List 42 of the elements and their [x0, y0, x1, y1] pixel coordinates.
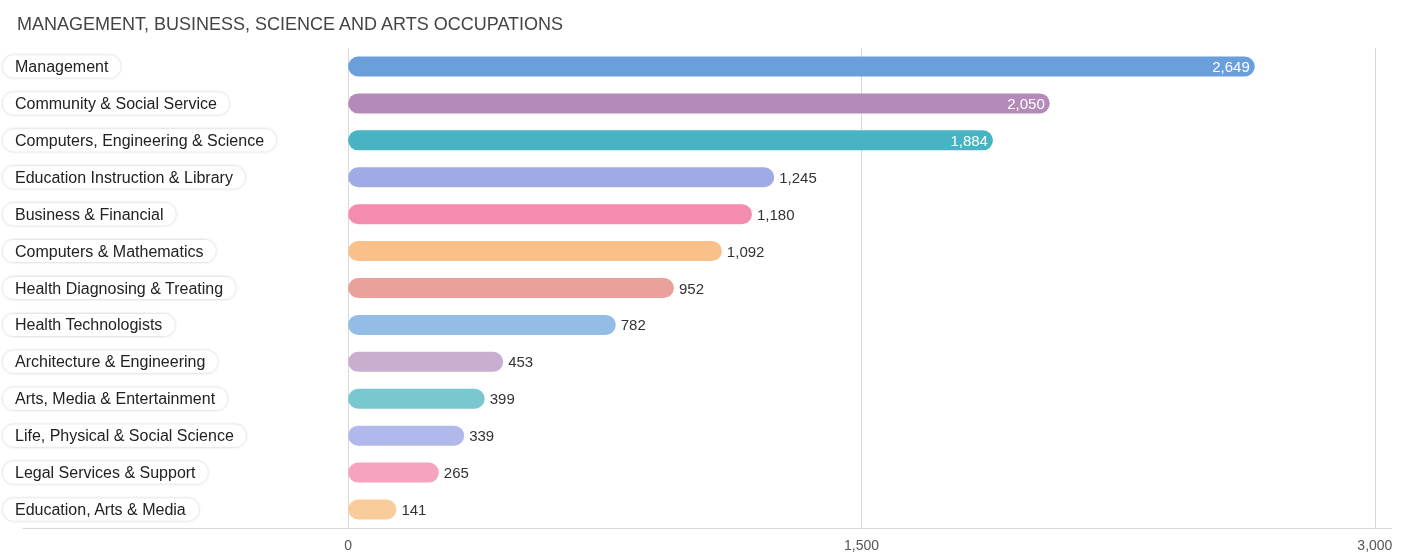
bar [348, 278, 674, 298]
x-tick-label: 0 [344, 537, 353, 553]
data-label: 1,884 [950, 131, 988, 149]
y-tick-label: Computers & Mathematics [15, 242, 204, 260]
x-tick-label: 1,500 [843, 537, 880, 553]
bar [348, 56, 1255, 77]
y-tick-label: Computers, Engineering & Science [15, 131, 265, 149]
data-label: 339 [469, 427, 495, 445]
y-tick-label: Health Technologists [15, 316, 163, 334]
y-tick-label: Legal Services & Support [15, 464, 197, 482]
y-tick-label: Education Instruction & Library [15, 168, 233, 186]
bar [348, 425, 465, 446]
y-tick-label: Architecture & Engineering [15, 353, 206, 371]
bar [348, 314, 616, 335]
x-tick-label: 3,000 [1357, 537, 1393, 553]
data-label: 1,245 [779, 168, 817, 186]
bar [348, 351, 504, 372]
data-label: 2,649 [1212, 57, 1250, 75]
y-tick-label: Management [15, 57, 109, 75]
bar [348, 93, 1050, 114]
y-tick-label: Community & Social Service [15, 94, 217, 112]
chart-title: MANAGEMENT, BUSINESS, SCIENCE AND ARTS OCCUPATIONS [17, 14, 564, 34]
y-tick-label: Arts, Media & Entertainment [15, 390, 216, 408]
data-label: 265 [443, 464, 469, 482]
data-label: 1,092 [726, 242, 765, 260]
y-tick-label: Business & Financial [15, 205, 164, 223]
y-tick-label: Education, Arts & Media [15, 501, 186, 519]
data-label: 141 [401, 501, 427, 519]
bar [348, 462, 439, 483]
bar [348, 388, 485, 409]
bar [348, 241, 722, 262]
data-label: 399 [489, 390, 515, 408]
data-label: 453 [508, 353, 534, 371]
data-label: 952 [678, 279, 704, 297]
data-label: 782 [620, 316, 646, 334]
bar [348, 204, 752, 225]
y-tick-label: Life, Physical & Social Science [15, 427, 234, 445]
data-label: 2,050 [1007, 94, 1045, 112]
y-tick-label: Health Diagnosing & Treating [15, 279, 224, 297]
data-label: 1,180 [756, 205, 795, 223]
bar [348, 130, 993, 151]
bar [348, 167, 775, 188]
